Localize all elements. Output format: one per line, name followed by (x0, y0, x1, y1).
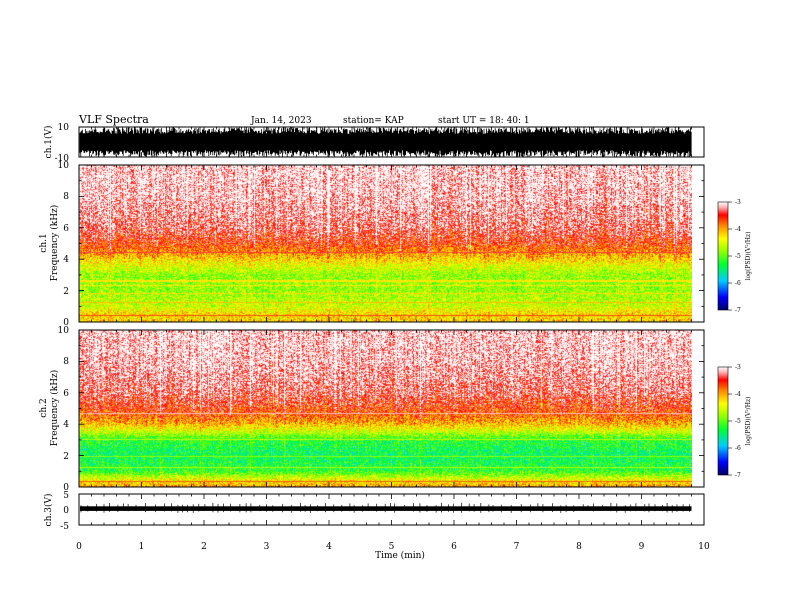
ch1-spectrogram-image (79, 165, 692, 322)
ch1-spectrogram-ylabel-line2: Frequency (kHz) (49, 205, 60, 282)
ch2-ytick-2: 2 (63, 452, 69, 462)
ch1-ytick-bottom: -10 (55, 154, 70, 164)
x-axis-label: Time (min) (375, 550, 425, 561)
ch1-colorbar: -3 -4 -5 -6 -7 log(PSD)(V²/Hz) (717, 199, 752, 314)
ch3-waveform-spikes (80, 502, 691, 513)
ch2-ytick-8: 8 (63, 357, 69, 367)
x-tick-label-7: 7 (514, 542, 520, 552)
ch2-spectrogram-image (79, 330, 692, 487)
ch2-colorbar-gradient (717, 366, 729, 476)
ch1-colorbar-gradient (717, 201, 729, 311)
x-tick-label-6: 6 (451, 542, 457, 552)
ch3-ytick-5: 5 (63, 491, 69, 501)
header-date: Jan. 14, 2023 (250, 116, 312, 126)
ch1-waveform-ylabel: ch.1(V) (43, 126, 54, 159)
ch2-spectrogram-ylabel-line2: Frequency (kHz) (49, 370, 60, 447)
ch3-waveform-band (80, 506, 692, 511)
ch1-colorbar-label: log(PSD)(V²/Hz) (745, 232, 752, 281)
ch1-colorbar-tick-neg4: -4 (735, 226, 741, 233)
ch1-waveform-path (79, 127, 692, 157)
ch2-spectrogram-panel: 0 2 4 6 8 10 ch.2 Frequency (kHz) (39, 326, 705, 493)
ch2-ytick-4: 4 (63, 420, 69, 430)
ch2-ytick-10: 10 (58, 326, 70, 336)
ch2-ytick-0: 0 (63, 483, 69, 493)
header-station: station= KAP (343, 116, 404, 126)
ch1-spectrogram-ylabel-line1: ch.1 (39, 233, 49, 252)
ch1-ytick-0: 0 (63, 318, 69, 328)
ch1-ytick-8: 8 (63, 192, 69, 202)
ch1-colorbar-tick-neg7: -7 (735, 307, 741, 314)
ch1-ytick-4: 4 (63, 255, 69, 265)
ch1-ytick-6: 6 (63, 224, 69, 234)
ch2-colorbar-tick-neg4: -4 (735, 391, 741, 398)
ch3-waveform-panel: 5 0 -5 ch.3(V) 0 1 2 3 4 5 6 7 8 9 10 Time (min) (43, 491, 710, 561)
x-tick-label-8: 8 (576, 542, 582, 552)
ch3-ytick-neg5: -5 (60, 522, 69, 532)
x-tick-label-1: 1 (139, 542, 145, 552)
x-tick-label-2: 2 (201, 542, 207, 552)
ch1-spectrogram-panel: 0 2 4 6 8 10 ch.1 Frequency (kHz) (39, 161, 705, 328)
ch1-ytick-10: 10 (58, 161, 70, 171)
ch3-ytick-0: 0 (63, 506, 69, 516)
ch1-ytick-2: 2 (63, 287, 69, 297)
ch2-colorbar-tick-neg7: -7 (735, 472, 741, 479)
ch1-colorbar-tick-neg5: -5 (735, 253, 741, 260)
x-tick-label-9: 9 (639, 542, 645, 552)
ch2-colorbar-tick-neg5: -5 (735, 418, 741, 425)
x-tick-label-4: 4 (326, 542, 332, 552)
x-tick-label-5: 5 (389, 542, 395, 552)
ch2-colorbar: -3 -4 -5 -6 -7 log(PSD)(V²/Hz) (717, 364, 752, 479)
ch1-colorbar-tick-neg6: -6 (735, 280, 741, 287)
header-start-time: start UT = 18: 40: 1 (438, 116, 530, 126)
ch1-ytick-top: 10 (58, 123, 70, 133)
ch1-colorbar-tick-neg3: -3 (735, 199, 741, 206)
ch2-colorbar-label: log(PSD)(V²/Hz) (745, 397, 752, 446)
ch2-spectrogram-heatmap (79, 330, 692, 487)
figure-title: VLF Spectra (78, 113, 149, 126)
ch3-waveform-ylabel: ch.3(V) (43, 494, 54, 527)
ch3-waveform-trace (80, 502, 692, 513)
ch1-spectrogram-heatmap (79, 165, 692, 322)
ch2-ytick-6: 6 (63, 389, 69, 399)
x-tick-label-10: 10 (698, 542, 710, 552)
ch1-waveform-panel: 10 -10 ch.1(V) (43, 123, 705, 164)
x-tick-label-3: 3 (264, 542, 270, 552)
ch2-colorbar-tick-neg6: -6 (735, 445, 741, 452)
ch2-spectrogram-ylabel-line1: ch.2 (39, 398, 49, 417)
ch1-waveform-trace (79, 127, 692, 157)
x-tick-label-0: 0 (76, 542, 82, 552)
ch2-colorbar-tick-neg3: -3 (735, 364, 741, 371)
